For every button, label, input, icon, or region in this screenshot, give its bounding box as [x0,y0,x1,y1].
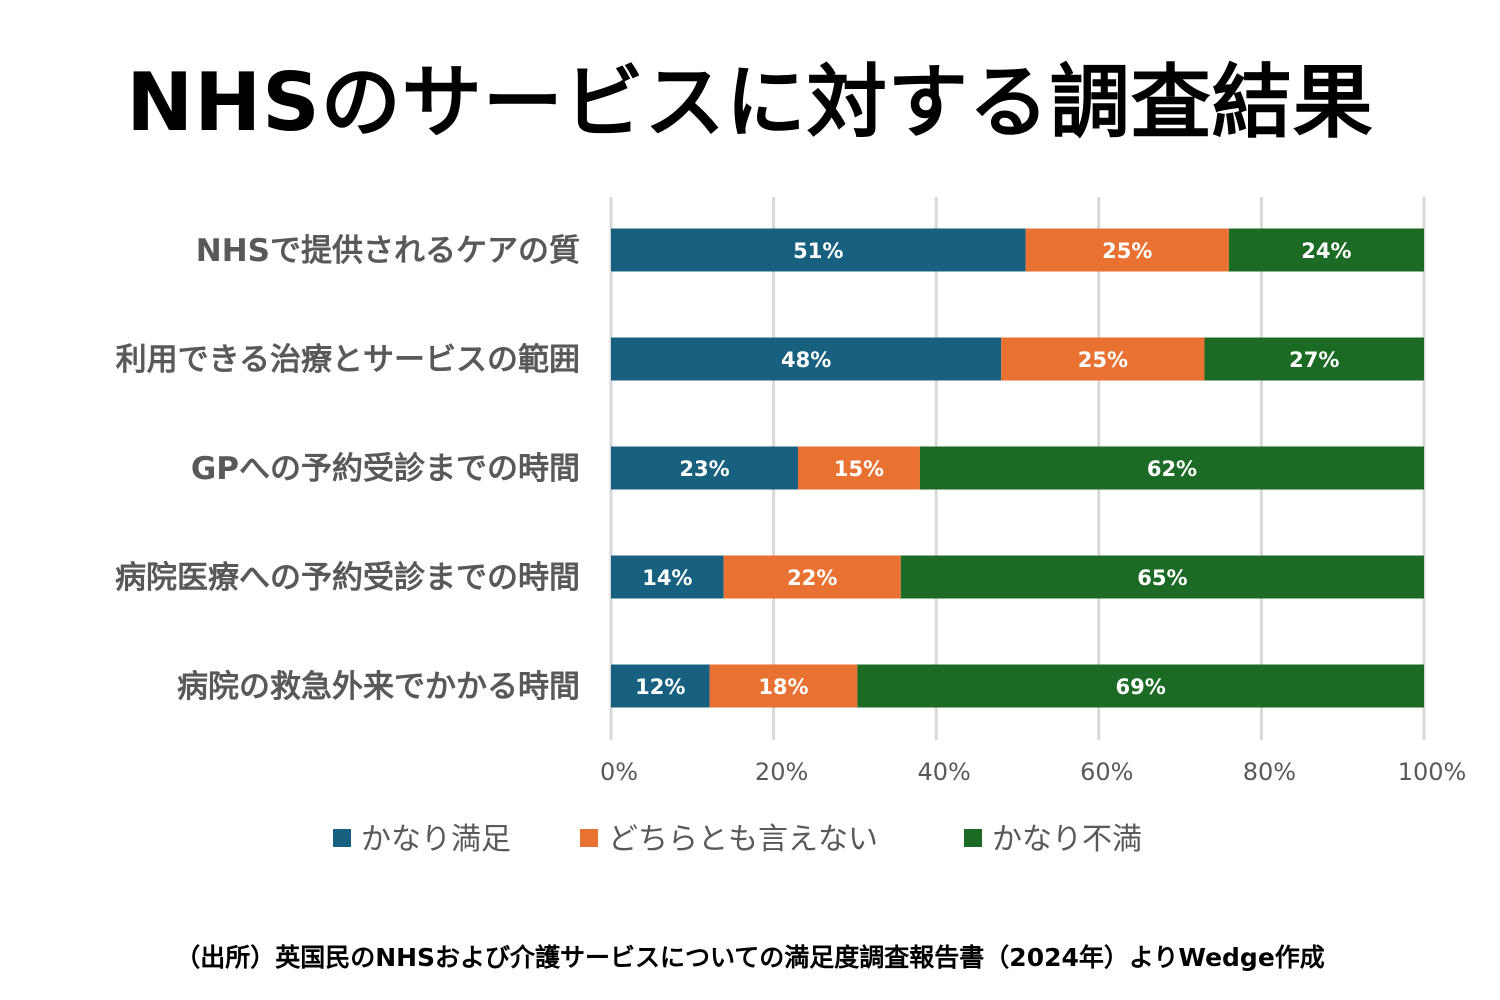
x-tick-label: 40% [918,758,971,786]
x-tick-label: 0% [600,758,638,786]
category-label: NHSで提供されるケアの質 [196,233,580,269]
data-label: 14% [642,566,692,590]
data-label: 22% [787,566,837,590]
bar-segment [611,555,724,599]
bar-segment [1204,337,1424,381]
category-label: 病院医療への予約受診までの時間 [115,560,580,596]
data-label: 27% [1289,348,1339,372]
bar-segment [797,446,920,490]
legend-swatch [964,829,982,847]
data-label: 65% [1137,566,1187,590]
data-label: 12% [635,675,685,699]
bar-segment [611,228,1026,272]
category-label: GPへの予約受診までの時間 [191,451,580,487]
legend-label: かなり満足 [361,822,511,857]
source-note: （出所）英国民のNHSおよび介護サービスについての満足度調査報告書（2024年）… [175,943,1325,972]
bar-segment [1025,228,1229,272]
legend-swatch [333,829,351,847]
data-label: 25% [1102,239,1152,263]
data-label: 24% [1301,239,1351,263]
category-label: 利用できる治療とサービスの範囲 [116,342,580,378]
legend-label: どちらとも言えない [608,822,878,857]
legend-label: かなり不満 [992,822,1142,857]
data-label: 62% [1147,457,1197,481]
x-tick-label: 60% [1080,758,1133,786]
bar-segment [611,664,710,708]
bar-segment [857,664,1424,708]
category-label: 病院の救急外来でかかる時間 [177,669,580,705]
bar-segment [709,664,858,708]
bar-segment [1228,228,1424,272]
x-tick-label: 80% [1243,758,1296,786]
bar-segment [900,555,1424,599]
legend-swatch [580,829,598,847]
chart-title: NHSのサービスに対する調査結果 [126,56,1374,149]
x-tick-label: 100% [1398,758,1467,786]
data-label: 51% [793,239,843,263]
bar-segment [723,555,901,599]
x-tick-label: 20% [755,758,808,786]
bar-segment [611,446,798,490]
data-label: 15% [834,457,884,481]
bar-segment [1001,337,1205,381]
bar-segment [919,446,1424,490]
data-label: 69% [1116,675,1166,699]
data-label: 18% [758,675,808,699]
data-label: 25% [1078,348,1128,372]
data-label: 23% [679,457,729,481]
data-label: 48% [781,348,831,372]
bar-segment [611,337,1002,381]
